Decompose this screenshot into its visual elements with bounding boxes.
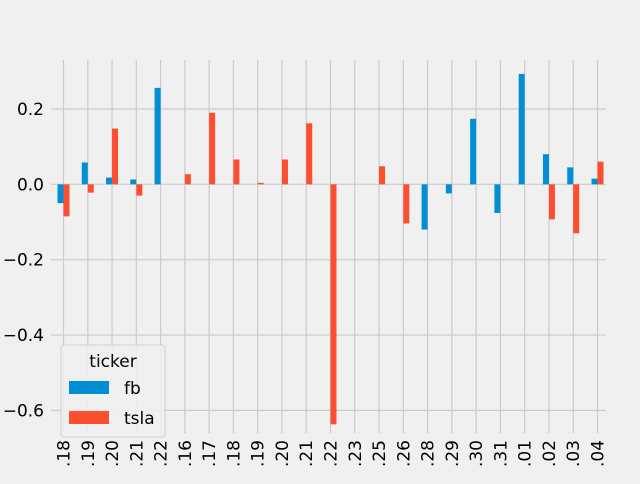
x-tick-label: .29 bbox=[443, 440, 463, 467]
x-tick-label: .02 bbox=[540, 440, 560, 467]
x-tick-label: .21 bbox=[297, 440, 317, 467]
x-tick-label: .22 bbox=[152, 440, 172, 467]
bar-tsla bbox=[598, 162, 604, 185]
y-tick-label: 0.2 bbox=[17, 100, 44, 120]
y-tick-label: −0.2 bbox=[3, 251, 44, 271]
bar-fb bbox=[422, 184, 428, 229]
y-tick-label: −0.6 bbox=[3, 401, 44, 421]
x-tick-label: .26 bbox=[394, 440, 414, 467]
bar-tsla bbox=[64, 184, 70, 216]
x-tick-label: .01 bbox=[516, 440, 536, 467]
x-tick-label: .20 bbox=[273, 440, 293, 467]
x-tick-label: .28 bbox=[419, 440, 439, 467]
bar-tsla bbox=[112, 129, 118, 185]
y-axis-ticks: −0.6 −0.4 −0.2 0.0 0.2 bbox=[3, 100, 44, 421]
bar-tsla bbox=[258, 183, 264, 185]
bar-fb bbox=[494, 184, 500, 213]
bar-fb bbox=[519, 74, 525, 184]
bar-tsla bbox=[379, 166, 385, 184]
x-tick-label: .18 bbox=[55, 440, 75, 467]
bar-tsla bbox=[549, 184, 555, 219]
x-tick-label: .20 bbox=[103, 440, 123, 467]
bar-fb bbox=[106, 178, 112, 185]
legend-title: ticker bbox=[89, 352, 136, 372]
bar-tsla bbox=[209, 113, 215, 185]
bar-fb bbox=[130, 179, 136, 184]
bar-tsla bbox=[331, 184, 337, 424]
x-tick-label: .04 bbox=[589, 440, 609, 467]
bar-fb bbox=[155, 88, 161, 184]
x-tick-label: .16 bbox=[176, 440, 196, 467]
x-tick-label: .23 bbox=[346, 440, 366, 467]
x-tick-label: .03 bbox=[564, 440, 584, 467]
legend-swatch-fb bbox=[69, 381, 109, 394]
x-tick-label: .22 bbox=[322, 440, 342, 467]
bar-tsla bbox=[136, 184, 142, 195]
bar-tsla bbox=[233, 159, 239, 184]
legend-label-fb: fb bbox=[124, 379, 141, 399]
bar-fb bbox=[592, 179, 598, 185]
bar-fb bbox=[543, 154, 549, 184]
legend: ticker fb tsla bbox=[61, 345, 165, 437]
bar-fb bbox=[567, 167, 573, 184]
bar-fb bbox=[446, 184, 452, 193]
bar-fb bbox=[82, 162, 88, 184]
x-tick-label: .31 bbox=[491, 440, 511, 467]
x-tick-label: .19 bbox=[79, 440, 99, 467]
legend-label-tsla: tsla bbox=[124, 409, 155, 429]
legend-swatch-tsla bbox=[69, 411, 109, 424]
bar-fb bbox=[58, 184, 64, 203]
y-tick-label: −0.4 bbox=[3, 326, 44, 346]
bar-tsla bbox=[282, 159, 288, 184]
x-tick-label: .21 bbox=[127, 440, 147, 467]
x-axis-ticks: .18.19.20.21.22.16.17.18.19.20.21.22.23.… bbox=[55, 440, 609, 467]
bar-tsla bbox=[88, 184, 94, 192]
x-tick-label: .25 bbox=[370, 440, 390, 467]
bar-tsla bbox=[185, 174, 191, 184]
bar-fb bbox=[470, 119, 476, 185]
bar-tsla bbox=[306, 123, 312, 184]
bar-tsla bbox=[573, 184, 579, 233]
bar-tsla bbox=[403, 184, 409, 223]
x-tick-label: .18 bbox=[224, 440, 244, 467]
x-tick-label: .30 bbox=[467, 440, 487, 467]
x-tick-label: .17 bbox=[200, 440, 220, 467]
y-tick-label: 0.0 bbox=[17, 175, 44, 195]
x-tick-label: .19 bbox=[249, 440, 269, 467]
